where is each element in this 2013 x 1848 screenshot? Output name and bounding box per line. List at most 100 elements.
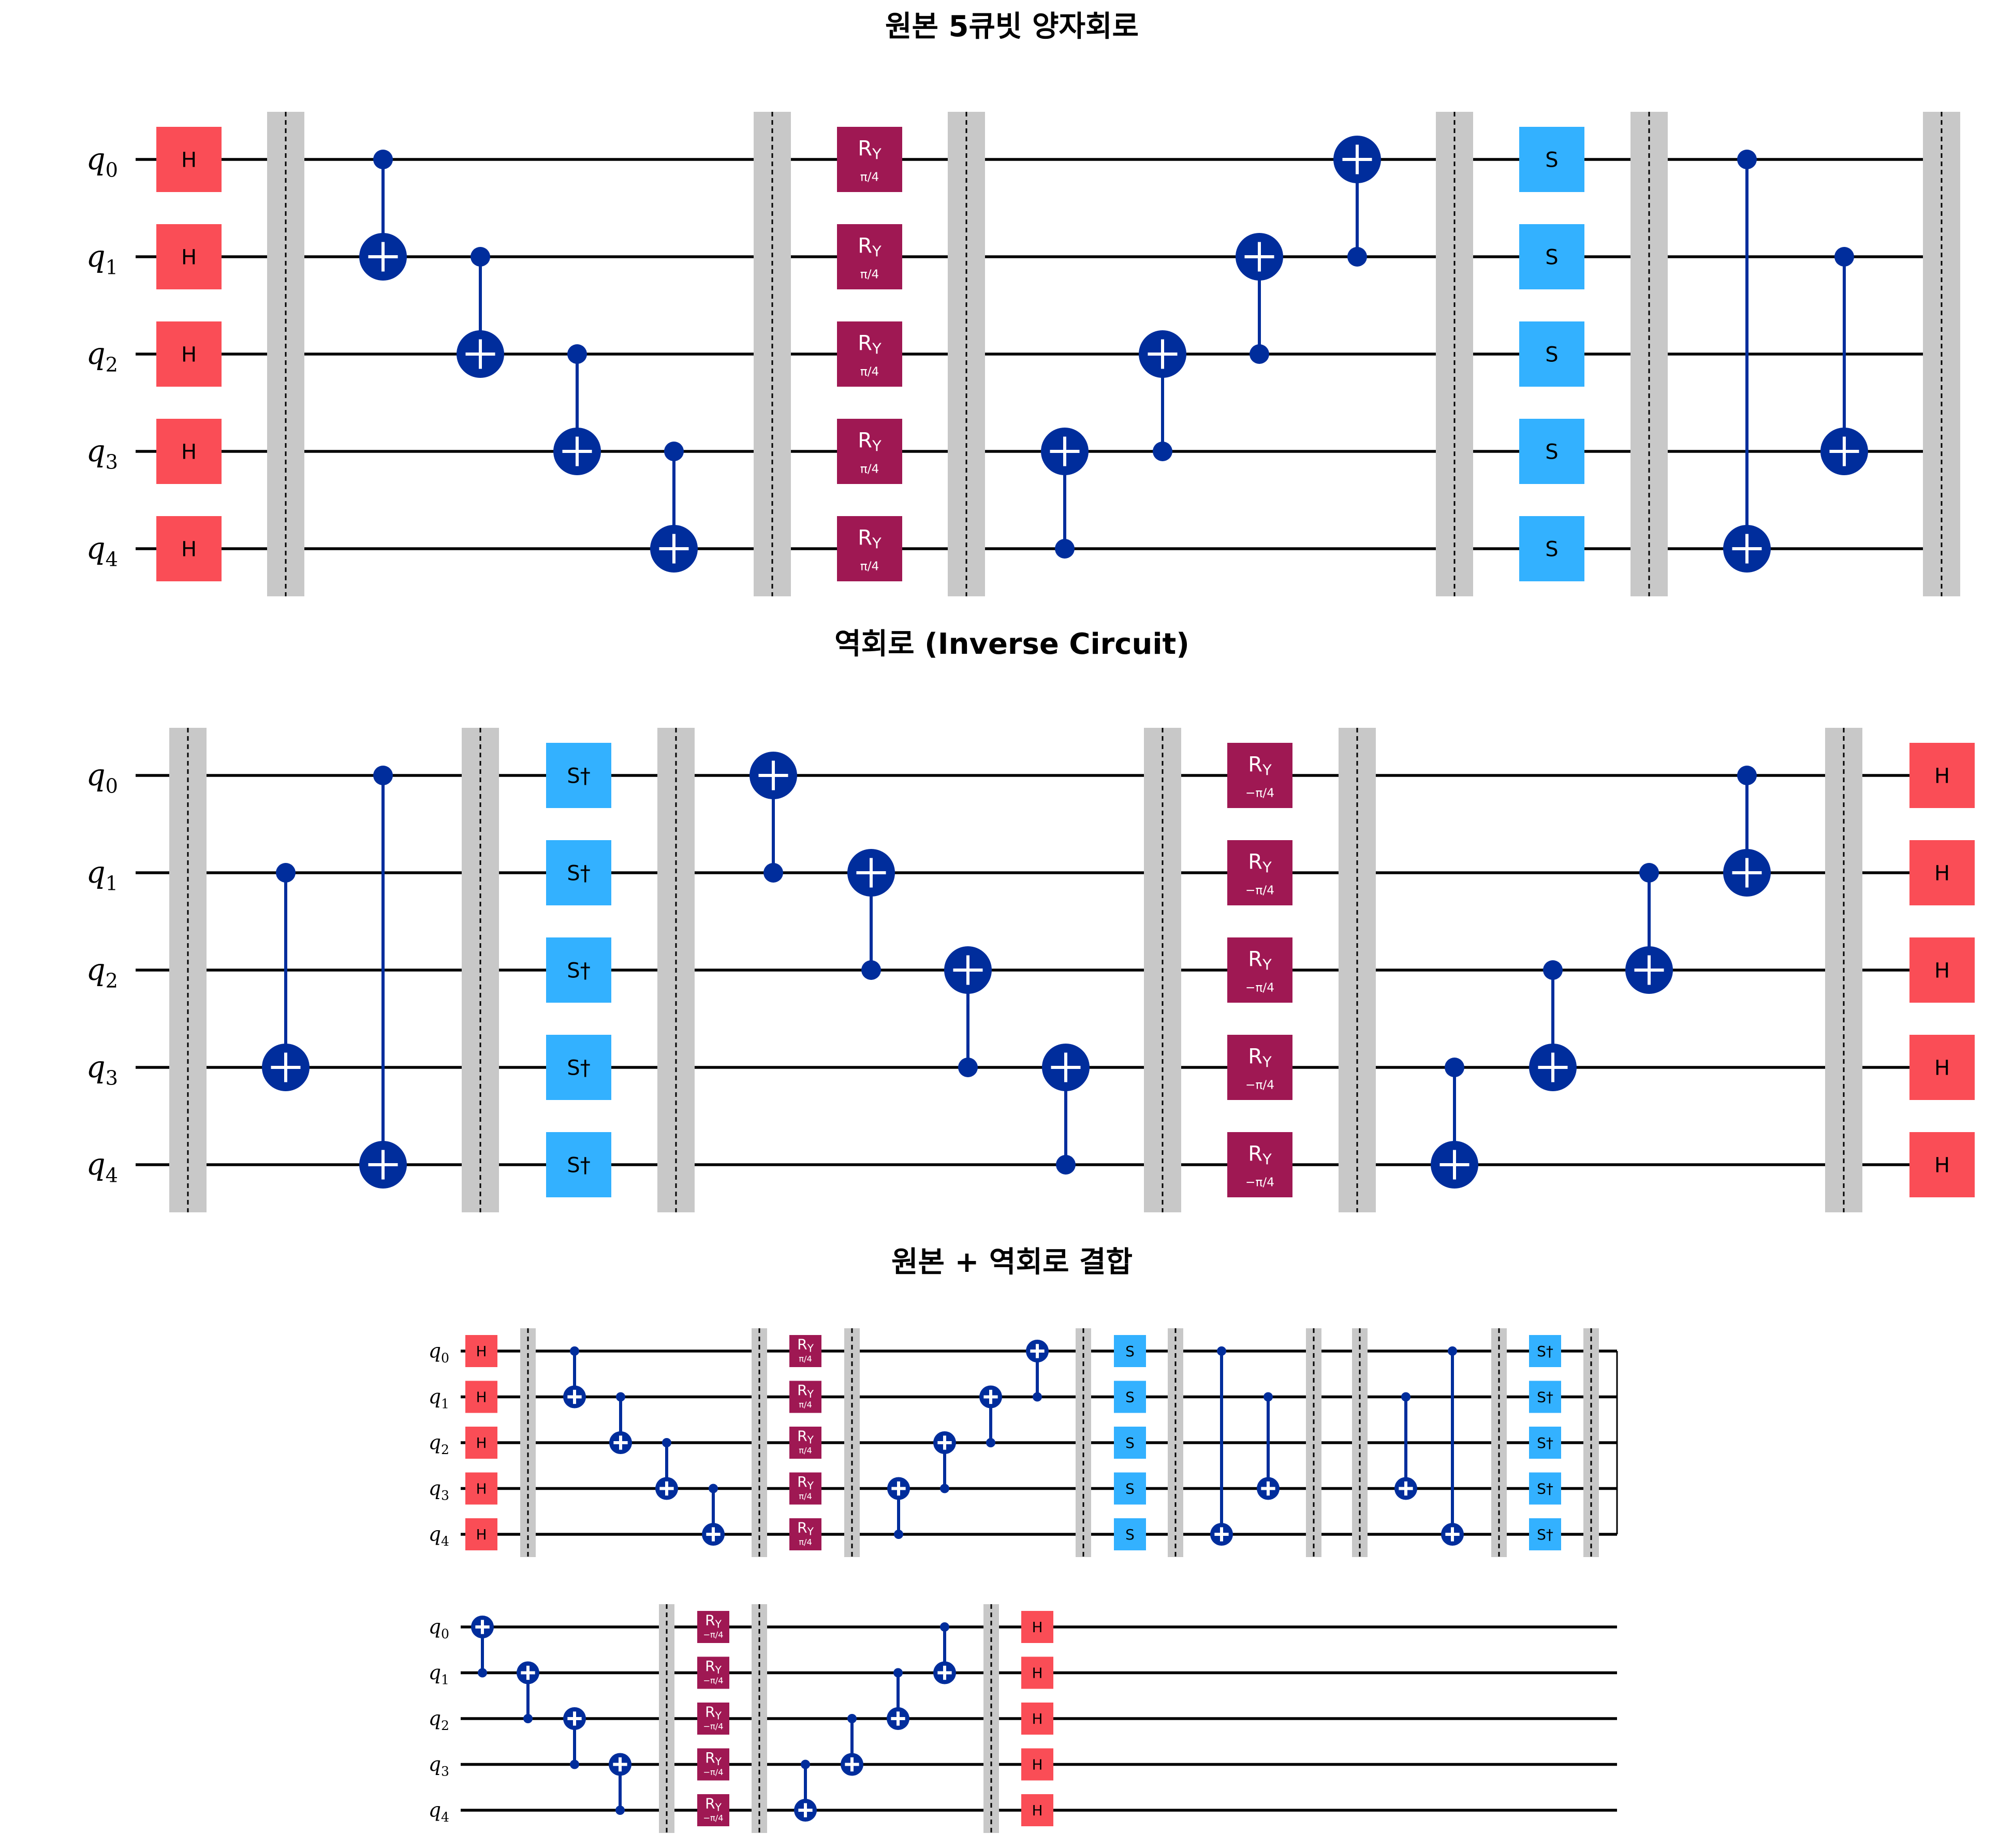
- ry-gate: [789, 1518, 821, 1550]
- sdg-gate-label: S†: [1537, 1343, 1553, 1360]
- h-gate: [156, 419, 222, 484]
- cnot-control-dot: [940, 1484, 949, 1493]
- title-inverse-circuit: 역회로 (Inverse Circuit): [834, 627, 1189, 661]
- ry-gate-param: −π/4: [703, 1813, 723, 1823]
- cnot-control-dot: [1401, 1392, 1410, 1402]
- s-gate-label: S: [1125, 1343, 1135, 1360]
- s-gate: [1114, 1381, 1146, 1413]
- ry-gate-label: RY: [858, 331, 881, 357]
- sdg-gate-label: S†: [1537, 1526, 1553, 1543]
- sdg-gate-label: S†: [567, 861, 590, 885]
- ry-gate: [837, 321, 902, 387]
- cnot-control-dot: [1056, 1155, 1076, 1175]
- ry-gate: [1227, 1132, 1292, 1197]
- cnot-control-dot: [763, 863, 783, 883]
- ry-gate-label: RY: [1248, 1142, 1272, 1168]
- h-gate-label: H: [181, 440, 197, 464]
- cnot-control-dot: [570, 1759, 579, 1769]
- ry-gate-param: −π/4: [1245, 1176, 1274, 1190]
- h-gate-label: H: [1934, 959, 1950, 982]
- qubit-label: q1: [86, 239, 119, 280]
- cnot-control-dot: [478, 1668, 487, 1678]
- s-gate-label: S: [1125, 1434, 1135, 1451]
- ry-gate-param: π/4: [799, 1354, 812, 1363]
- sdg-gate: [1529, 1518, 1561, 1550]
- qubit-label: q0: [429, 1340, 449, 1366]
- h-gate: [465, 1427, 497, 1459]
- ry-gate-param: π/4: [860, 268, 879, 282]
- ry-gate-label: RY: [797, 1427, 814, 1446]
- h-gate: [1909, 1132, 1975, 1197]
- cnot-control-dot: [709, 1484, 718, 1493]
- ry-gate-param: −π/4: [703, 1767, 723, 1777]
- ry-gate-label: RY: [705, 1749, 722, 1768]
- h-gate: [156, 321, 222, 387]
- h-gate-label: H: [476, 1526, 487, 1543]
- sdg-gate: [546, 743, 611, 808]
- cnot-control-dot: [616, 1392, 625, 1402]
- s-gate: [1114, 1518, 1146, 1550]
- ry-gate-label: RY: [797, 1336, 814, 1354]
- ry-gate-param: π/4: [860, 462, 879, 476]
- cnot-control-dot: [1263, 1392, 1273, 1402]
- cnot-control-dot: [1737, 766, 1757, 785]
- cnot-control-dot: [276, 863, 296, 883]
- s-gate-label: S: [1545, 440, 1558, 464]
- combined-circuit-row-2: q0q1q2q3q4RY−π/4RY−π/4RY−π/4RY−π/4RY−π/4…: [429, 1604, 1617, 1833]
- qubit-label: q0: [86, 141, 119, 182]
- cnot-control-dot: [567, 344, 587, 364]
- ry-gate-label: RY: [858, 526, 881, 552]
- ry-gate-label: RY: [705, 1795, 722, 1813]
- qubit-label: q3: [86, 1049, 119, 1090]
- cnot-control-dot: [1737, 150, 1757, 169]
- sdg-gate-label: S†: [567, 764, 590, 788]
- cnot-control-dot: [958, 1058, 978, 1077]
- h-gate-label: H: [181, 343, 197, 366]
- ry-gate-param: π/4: [860, 560, 879, 574]
- cnot-control-dot: [847, 1714, 857, 1723]
- h-gate-label: H: [476, 1480, 487, 1498]
- cnot-control-dot: [373, 766, 393, 785]
- h-gate: [1021, 1656, 1053, 1689]
- ry-gate: [1227, 937, 1292, 1003]
- sdg-gate: [546, 937, 611, 1003]
- h-gate-label: H: [1032, 1665, 1042, 1682]
- ry-gate: [837, 224, 902, 289]
- h-gate: [1909, 743, 1975, 808]
- cnot-control-dot: [894, 1530, 903, 1539]
- h-gate: [465, 1335, 497, 1367]
- cnot-control-dot: [1250, 344, 1269, 364]
- qubit-label: q4: [86, 1147, 119, 1187]
- s-gate-label: S: [1125, 1526, 1135, 1543]
- cnot-control-dot: [1445, 1058, 1464, 1077]
- sdg-gate-label: S†: [1537, 1434, 1553, 1451]
- h-gate-label: H: [1032, 1710, 1042, 1727]
- ry-gate-param: π/4: [799, 1445, 812, 1455]
- s-gate: [1114, 1335, 1146, 1367]
- ry-gate: [697, 1703, 729, 1735]
- ry-gate: [1227, 1035, 1292, 1100]
- ry-gate-label: RY: [1248, 947, 1272, 973]
- cnot-control-dot: [940, 1622, 949, 1632]
- h-gate-label: H: [1032, 1756, 1042, 1773]
- h-gate: [1021, 1703, 1053, 1735]
- cnot-control-dot: [523, 1714, 533, 1723]
- qubit-label: q2: [86, 336, 119, 377]
- original-circuit-panel: q0 q1 q2 q3 q4 H H H H H RY π/4 RY π/4 RY π/4 RY π/4 RY π/4…: [86, 112, 1960, 596]
- h-gate: [1909, 1035, 1975, 1100]
- sdg-gate: [546, 1132, 611, 1197]
- sdg-gate-label: S†: [567, 1153, 590, 1177]
- h-gate-label: H: [1032, 1619, 1042, 1636]
- cnot-control-dot: [471, 247, 490, 267]
- ry-gate: [789, 1335, 821, 1367]
- cnot-control-dot: [1639, 863, 1659, 883]
- ry-gate: [789, 1381, 821, 1413]
- ry-gate: [697, 1794, 729, 1826]
- s-gate-label: S: [1545, 537, 1558, 561]
- h-gate-label: H: [181, 245, 197, 269]
- sdg-gate: [1529, 1381, 1561, 1413]
- s-gate-label: S: [1125, 1480, 1135, 1498]
- h-gate-label: H: [181, 537, 197, 561]
- h-gate-label: H: [476, 1434, 487, 1451]
